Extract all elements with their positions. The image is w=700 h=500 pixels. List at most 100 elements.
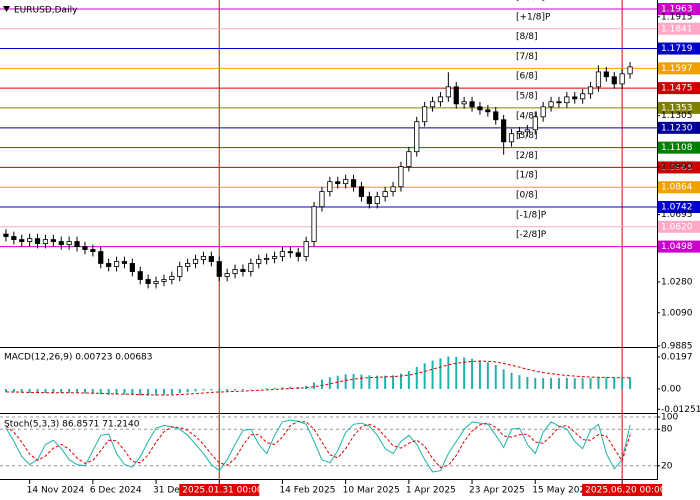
- candle-body: [516, 131, 523, 135]
- candle-body: [556, 101, 562, 104]
- level-price-box: [658, 62, 700, 75]
- level-price-label: 1.1230: [661, 123, 693, 133]
- candle-body: [295, 252, 301, 257]
- y-tick-label: 1.0990: [661, 162, 693, 172]
- level-price-box: [658, 181, 700, 194]
- x-label-highlight: [582, 484, 663, 496]
- level-price-box: [658, 2, 700, 15]
- level-price-box: [658, 101, 700, 114]
- candle-body: [208, 256, 214, 262]
- level-name: [5/8]: [516, 91, 538, 101]
- x-tick-label: 23 Apr 2025: [469, 486, 525, 496]
- candle-body: [343, 179, 349, 185]
- level-price-box: [658, 82, 700, 95]
- candle-body: [627, 66, 633, 75]
- y-tick-label: 0.0197: [661, 352, 693, 362]
- candle-body: [27, 238, 33, 242]
- level-price-box: [658, 141, 700, 154]
- candle-body: [256, 259, 262, 264]
- level-price-label: 1.0986: [661, 163, 693, 173]
- candle-body: [335, 181, 341, 185]
- candle-body: [106, 263, 112, 267]
- y-tick-label: 1.0090: [661, 308, 693, 318]
- level-price-box: [658, 42, 700, 55]
- level-name: [0/8]: [516, 191, 538, 201]
- level-name: [3/8]: [516, 131, 538, 141]
- candle-body: [169, 276, 175, 280]
- candle-body: [398, 166, 404, 188]
- candle-body: [50, 239, 56, 242]
- candle-body: [564, 96, 570, 104]
- candle-body: [453, 86, 459, 105]
- x-tick-label: 15 May 2025: [532, 486, 591, 496]
- panel-title: Stoch(5,3,3) 86.8571 71.2140: [4, 420, 140, 430]
- candle-body: [34, 238, 41, 244]
- candle-body: [224, 273, 230, 277]
- indicator-line: [5, 360, 631, 396]
- candle-body: [232, 269, 238, 274]
- level-price-label: 1.0620: [661, 222, 693, 232]
- level-price-box: [658, 22, 700, 35]
- y-tick-label: 1.1915: [661, 12, 693, 22]
- x-tick-label: 1 Apr 2025: [406, 486, 456, 496]
- candle-body: [19, 239, 25, 242]
- candle-body: [501, 119, 507, 143]
- level-price-label: 1.1353: [661, 103, 693, 113]
- candle-body: [311, 206, 317, 242]
- candle-body: [580, 93, 586, 100]
- y-tick-label: 1.1305: [661, 111, 693, 121]
- level-price-box: [658, 121, 700, 134]
- candle-body: [619, 73, 625, 85]
- candle-body: [524, 129, 530, 133]
- y-tick-label: 80: [661, 425, 673, 435]
- x-label-highlight: [179, 484, 260, 496]
- x-tick-label: 2025.01.31 00:00: [182, 486, 263, 496]
- candle-body: [240, 269, 246, 272]
- candle-body: [414, 121, 420, 153]
- candle-body: [358, 186, 365, 198]
- indicator-line: [5, 420, 631, 469]
- chart-title: EURUSD,Daily: [14, 6, 78, 16]
- y-tick-label: 0.00: [661, 384, 681, 394]
- level-name: [1/8]: [516, 171, 538, 181]
- level-name: [4/8]: [516, 111, 538, 121]
- x-tick-label: 14 Nov 2024: [27, 486, 85, 496]
- candle-body: [185, 263, 191, 267]
- candle-body: [445, 86, 451, 98]
- level-price-box: [658, 201, 700, 214]
- y-tick-label: -0.01251: [661, 405, 700, 415]
- level-price-label: 1.1597: [661, 64, 693, 74]
- candle-body: [137, 271, 143, 280]
- candle-body: [327, 181, 333, 192]
- candle-body: [477, 106, 483, 111]
- candle-body: [153, 281, 159, 284]
- candle-body: [66, 241, 72, 246]
- indicator-line: [5, 419, 631, 473]
- candle-body: [382, 191, 388, 198]
- y-tick-label: 20: [661, 461, 673, 471]
- level-name: [+2/8]P: [516, 0, 551, 2]
- level-name: [6/8]: [516, 72, 538, 82]
- y-tick-label: 0.9885: [661, 342, 693, 352]
- candle-body: [216, 261, 222, 277]
- level-name: [+1/8]P: [516, 12, 551, 22]
- candle-body: [406, 151, 412, 168]
- level-name: [8/8]: [516, 32, 538, 42]
- candle-body: [603, 71, 609, 78]
- candle-body: [177, 266, 183, 277]
- candle-body: [429, 101, 436, 108]
- candle-body: [587, 86, 594, 95]
- candle-body: [422, 106, 428, 123]
- x-tick-label: 10 Mar 2025: [343, 486, 400, 496]
- candle-body: [271, 256, 278, 259]
- level-price-label: 1.1719: [661, 44, 693, 54]
- candle-body: [74, 241, 80, 247]
- x-tick-label: 2025.06.20 00:00: [585, 486, 666, 496]
- candle-body: [572, 96, 578, 100]
- title-arrow: [3, 6, 10, 12]
- candle-body: [303, 241, 309, 257]
- level-price-label: 1.0498: [661, 242, 693, 252]
- candle-body: [461, 101, 467, 105]
- candle-body: [264, 258, 270, 260]
